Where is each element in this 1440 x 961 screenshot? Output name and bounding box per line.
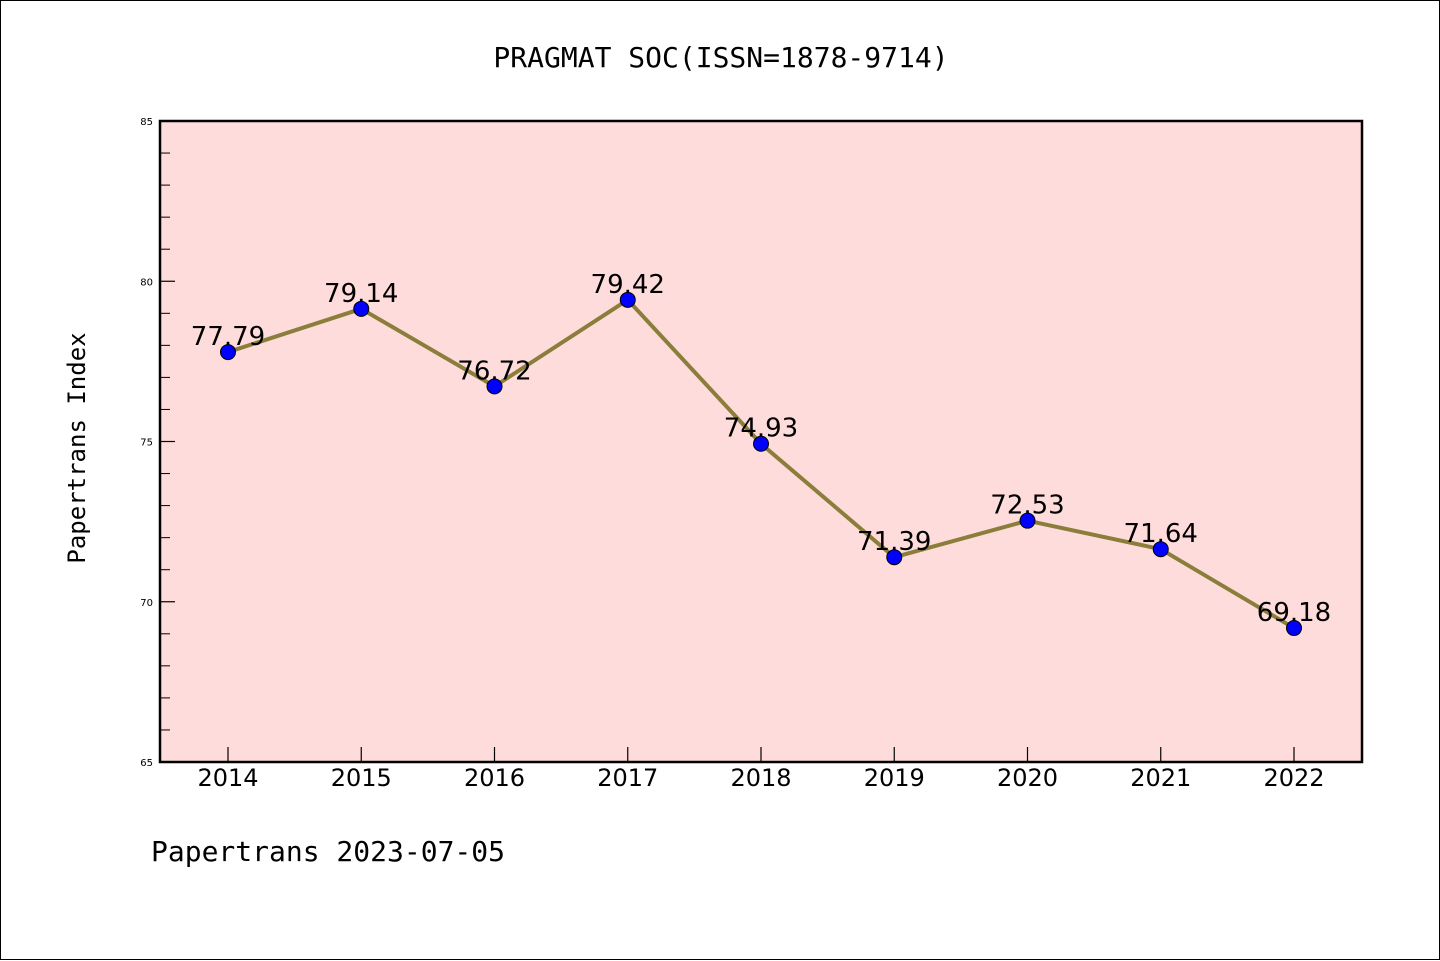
data-point <box>1152 541 1169 558</box>
x-tick-label: 2015 <box>331 764 392 792</box>
y-minor-ticks <box>160 152 170 731</box>
data-point <box>753 435 769 452</box>
footer-watermark-text: Papertrans 2023-07-05 <box>151 835 506 868</box>
x-tick-label: 2018 <box>730 764 791 792</box>
series-layer: 77.79 79.14 76.72 79.42 74.93 71.39 72.53 71.64… <box>191 270 1331 637</box>
data-label: 76.72 <box>457 356 531 386</box>
y-tick-label: 80 <box>140 277 153 288</box>
y-tick-label: 70 <box>140 598 153 609</box>
chart-title: PRAGMAT SOC(ISSN=1878-9714) <box>493 41 948 74</box>
data-point <box>220 344 236 361</box>
plot-frame <box>158 119 1364 764</box>
data-point <box>619 291 636 308</box>
x-tick-label: 2022 <box>1263 764 1324 792</box>
y-tick-label: 75 <box>140 438 153 449</box>
data-point <box>353 300 370 317</box>
data-label: 69.18 <box>1257 598 1331 628</box>
x-tick-label: 2014 <box>197 764 258 792</box>
data-point <box>1019 512 1036 529</box>
data-label: 79.42 <box>591 270 665 300</box>
x-tick-label: 2017 <box>597 764 658 792</box>
x-ticks: 2014 2015 2016 2017 2018 2019 2020 2021 2022 <box>197 747 1325 792</box>
data-point <box>886 549 903 566</box>
data-label: 77.79 <box>191 322 265 352</box>
data-label: 71.64 <box>1124 519 1198 549</box>
data-point <box>1286 620 1302 637</box>
data-label: 79.14 <box>324 279 398 309</box>
data-label: 72.53 <box>990 491 1064 521</box>
data-label: 71.39 <box>857 527 931 557</box>
x-tick-label: 2021 <box>1130 764 1191 792</box>
x-tick-label: 2016 <box>464 764 525 792</box>
data-label: 74.93 <box>724 414 798 444</box>
data-point <box>486 378 503 395</box>
x-tick-label: 2019 <box>864 764 925 792</box>
y-tick-label: 65 <box>140 758 153 769</box>
y-axis-label: Papertrans Index <box>63 332 91 563</box>
y-tick-label: 85 <box>140 117 153 128</box>
x-tick-label: 2020 <box>997 764 1058 792</box>
